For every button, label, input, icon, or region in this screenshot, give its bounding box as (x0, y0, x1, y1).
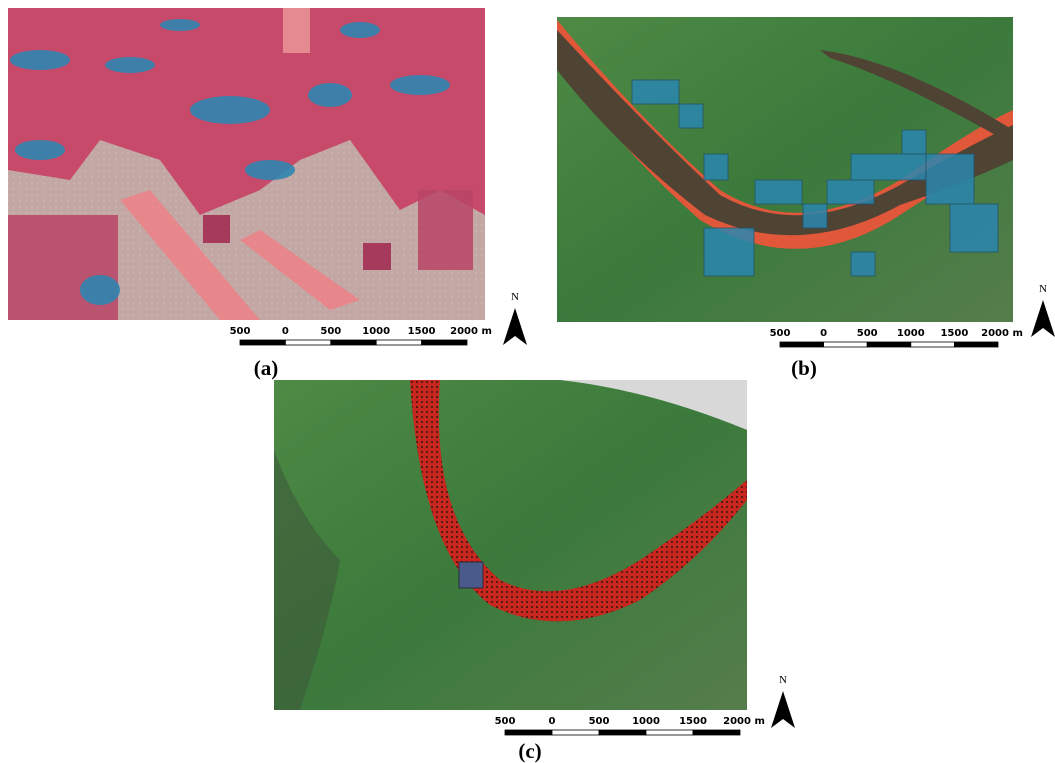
north-arrow (1031, 300, 1055, 337)
scale-segment (598, 729, 647, 736)
north-label: N (779, 674, 787, 686)
scale-label: 1000 (897, 328, 925, 339)
scale-segment (823, 341, 868, 348)
scale-label: 500 (230, 326, 251, 337)
scale-label: 0 (282, 326, 289, 337)
scale-label: 2000 m (981, 328, 1023, 339)
scale-segment (779, 341, 824, 348)
map-image-b (557, 17, 1013, 322)
scale-label: 1000 (632, 716, 660, 727)
scale-segment (239, 339, 286, 346)
north-arrow (771, 691, 795, 728)
scale-label: 1000 (362, 326, 390, 337)
scale-segment (954, 341, 999, 348)
scale-label: 500 (495, 716, 516, 727)
scale-label: 500 (320, 326, 341, 337)
scale-segment (375, 339, 423, 346)
scale-label: 2000 m (450, 326, 492, 337)
scale-label: 1500 (679, 716, 707, 727)
scale-segment (284, 339, 332, 346)
north-label: N (1039, 283, 1047, 295)
scale-segment (645, 729, 694, 736)
scale-label: 500 (589, 716, 610, 727)
north-arrow (503, 308, 527, 345)
caption: (b) (791, 356, 817, 380)
north-label: N (511, 291, 519, 303)
scale-label: 2000 m (723, 716, 765, 727)
scale-segment (866, 341, 912, 348)
scale-label: 0 (820, 328, 827, 339)
scale-segment (504, 729, 553, 736)
scale-label: 500 (857, 328, 878, 339)
caption: (a) (254, 356, 279, 380)
map-image-c (274, 380, 747, 710)
scale-segment (421, 339, 468, 346)
scale-segment (551, 729, 600, 736)
caption: (c) (518, 739, 541, 763)
map-image-a (8, 8, 485, 320)
scale-label: 1500 (408, 326, 436, 337)
scale-segment (330, 339, 377, 346)
scale-label: 1500 (940, 328, 968, 339)
scale-segment (692, 729, 741, 736)
scale-segment (910, 341, 955, 348)
scale-label: 500 (770, 328, 791, 339)
scale-label: 0 (549, 716, 556, 727)
